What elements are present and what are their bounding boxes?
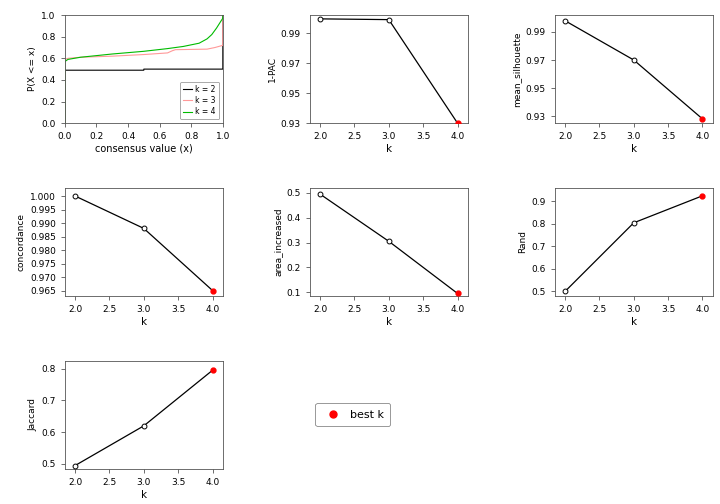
X-axis label: k: k <box>141 489 147 499</box>
Line: k = 2: k = 2 <box>65 15 223 123</box>
k = 3 <box>108 53 117 59</box>
k = 3 <box>218 42 227 48</box>
k = 4 <box>108 51 117 57</box>
k = 2 <box>60 120 69 126</box>
k = 2 <box>60 67 69 73</box>
k = 2 <box>218 66 227 72</box>
Y-axis label: Jaccard: Jaccard <box>28 398 37 431</box>
k = 4 <box>163 45 172 51</box>
k = 4 <box>60 58 69 65</box>
k = 4 <box>207 32 216 38</box>
Y-axis label: Rand: Rand <box>518 230 527 254</box>
Legend: k = 2, k = 3, k = 4: k = 2, k = 3, k = 4 <box>180 82 219 119</box>
Legend: best k: best k <box>315 403 390 426</box>
k = 3 <box>168 48 176 54</box>
k = 4 <box>195 40 204 46</box>
X-axis label: k: k <box>386 144 392 154</box>
k = 4 <box>63 56 72 62</box>
k = 3 <box>60 56 69 62</box>
k = 3 <box>171 47 180 53</box>
Y-axis label: P(X <= x): P(X <= x) <box>28 47 37 92</box>
Line: k = 4: k = 4 <box>65 15 223 123</box>
k = 4 <box>212 25 221 31</box>
k = 4 <box>140 48 148 54</box>
k = 3 <box>211 44 220 50</box>
X-axis label: k: k <box>141 317 147 327</box>
Y-axis label: area_increased: area_increased <box>273 208 282 276</box>
X-axis label: k: k <box>631 317 636 327</box>
k = 3 <box>163 50 172 56</box>
k = 4 <box>219 12 228 18</box>
X-axis label: consensus value (x): consensus value (x) <box>95 144 193 154</box>
k = 3 <box>60 120 69 126</box>
k = 2 <box>140 66 148 72</box>
k = 3 <box>63 55 72 61</box>
X-axis label: k: k <box>631 144 636 154</box>
k = 4 <box>76 54 85 60</box>
Line: k = 3: k = 3 <box>65 15 223 123</box>
k = 4 <box>60 120 69 126</box>
k = 4 <box>203 36 212 42</box>
k = 3 <box>76 54 85 60</box>
k = 4 <box>179 43 188 49</box>
Y-axis label: 1-PAC: 1-PAC <box>267 56 276 82</box>
k = 3 <box>140 51 148 57</box>
k = 4 <box>218 15 227 21</box>
Y-axis label: concordance: concordance <box>17 213 26 271</box>
k = 2 <box>140 67 148 73</box>
Y-axis label: mean_silhouette: mean_silhouette <box>513 31 521 107</box>
k = 2 <box>219 12 228 18</box>
k = 3 <box>219 12 228 18</box>
k = 3 <box>203 46 212 52</box>
X-axis label: k: k <box>386 317 392 327</box>
